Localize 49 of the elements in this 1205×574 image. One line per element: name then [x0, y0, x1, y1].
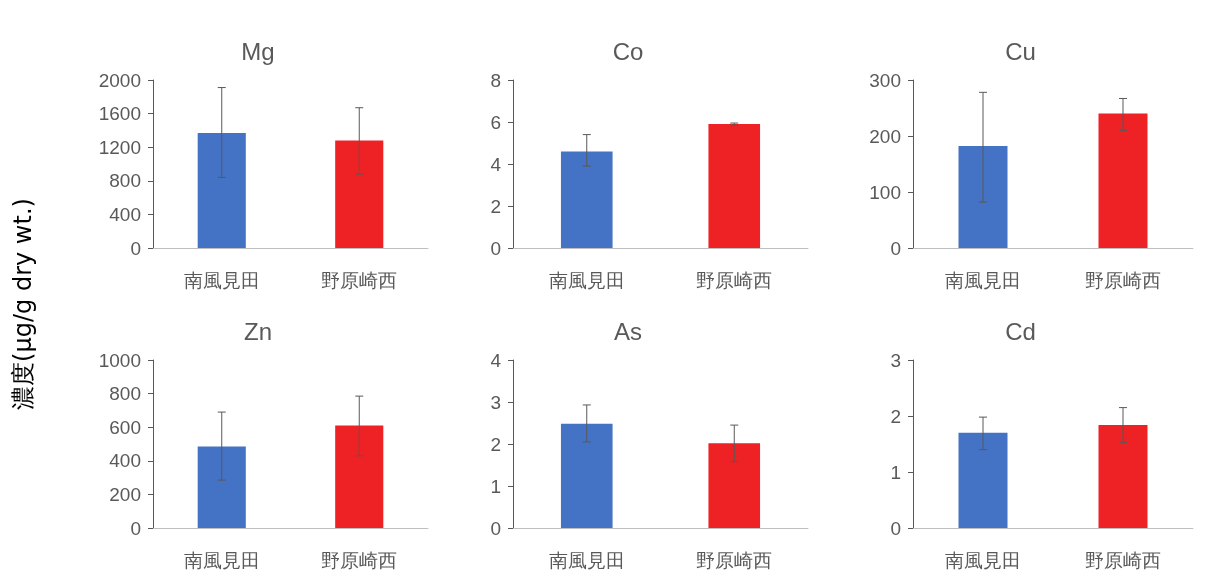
y-tick-label: 800	[109, 170, 141, 192]
x-tick-label: 野原崎西	[1085, 268, 1161, 291]
chart-title: As	[613, 317, 643, 345]
x-tick-label: 野原崎西	[321, 268, 398, 291]
y-tick-label: 4	[490, 349, 502, 371]
x-tick-label: 野原崎西	[321, 548, 398, 571]
y-tick-label: 2	[490, 195, 501, 217]
y-tick-label: 1600	[98, 103, 141, 125]
y-tick-label: 3	[490, 391, 501, 413]
y-tick-label: 800	[109, 383, 141, 405]
y-tick-label: 400	[109, 203, 141, 225]
y-tick-label: 600	[109, 416, 141, 438]
x-tick-label: 野原崎西	[696, 548, 773, 571]
y-tick-label: 1200	[98, 136, 141, 158]
y-tick-label: 2	[890, 405, 901, 427]
y-tick-label: 2000	[98, 69, 141, 91]
y-tick-label: 400	[109, 450, 141, 472]
chart-title: Zn	[243, 317, 273, 345]
x-tick-label: 南風見田	[183, 268, 260, 291]
chart-title: Cd	[1005, 317, 1036, 345]
y-tick-label: 1	[490, 475, 501, 497]
y-tick-label: 8	[490, 69, 501, 91]
y-tick-label: 1	[890, 461, 901, 483]
y-tick-label: 0	[130, 517, 141, 539]
x-tick-label: 南風見田	[945, 268, 1021, 291]
x-tick-label: 南風見田	[548, 548, 625, 571]
y-tick-label: 2	[490, 433, 501, 455]
y-tick-label: 0	[490, 237, 501, 259]
y-tick-label: 200	[109, 483, 141, 505]
y-tick-label: 0	[130, 237, 141, 259]
y-tick-label: 3	[890, 349, 901, 371]
x-tick-label: 野原崎西	[696, 268, 773, 291]
y-tick-label: 1000	[98, 349, 141, 371]
chart-title: Cu	[1005, 37, 1036, 65]
chart-title: Mg	[241, 37, 275, 65]
y-tick-label: 0	[890, 517, 901, 539]
x-tick-label: 南風見田	[548, 268, 625, 291]
y-tick-label: 300	[869, 69, 901, 91]
y-tick-label: 200	[869, 125, 901, 147]
x-tick-label: 南風見田	[183, 548, 260, 571]
chart-title: Co	[612, 37, 644, 65]
y-tick-label: 4	[490, 153, 502, 175]
y-tick-label: 100	[869, 181, 901, 203]
y-tick-label: 6	[490, 111, 501, 133]
y-tick-label: 0	[890, 237, 901, 259]
y-axis-title: 濃度(μg/g dry wt.)	[8, 197, 38, 412]
x-tick-label: 野原崎西	[1085, 548, 1161, 571]
x-tick-label: 南風見田	[945, 548, 1021, 571]
y-tick-label: 0	[490, 517, 501, 539]
